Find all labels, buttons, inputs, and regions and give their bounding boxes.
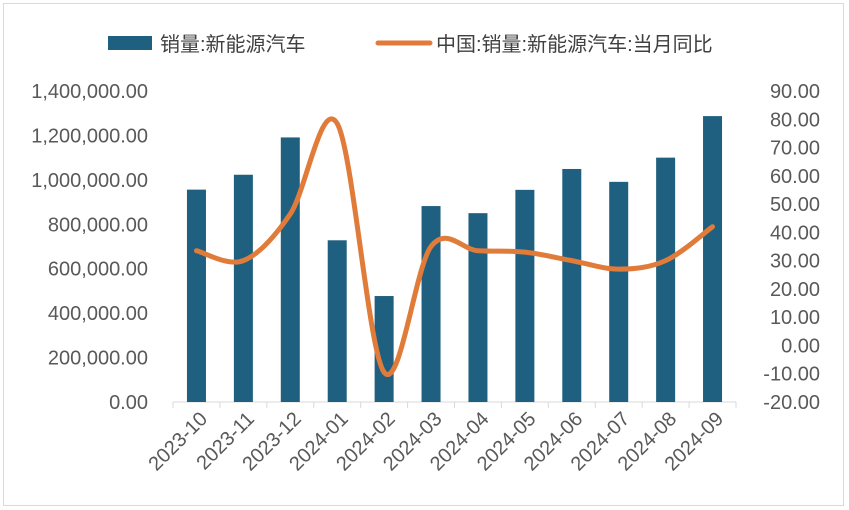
bar bbox=[562, 168, 582, 402]
right-axis-tick-label: 0.00 bbox=[781, 335, 820, 357]
bar bbox=[656, 157, 676, 402]
right-axis-tick-label: 50.00 bbox=[770, 194, 820, 216]
legend-label-bar: 销量:新能源汽车 bbox=[160, 33, 306, 56]
right-axis-tick-label: 10.00 bbox=[770, 307, 820, 329]
plot-area: 0.00 200,000.00 400,000.00 600,000.00 800,00… bbox=[31, 81, 820, 475]
right-axis-tick-label: 30.00 bbox=[770, 251, 820, 273]
left-axis-tick-label: 400,000.00 bbox=[48, 303, 148, 325]
bar bbox=[233, 174, 253, 402]
left-axis-tick-label: 1,400,000.00 bbox=[31, 81, 148, 103]
bar bbox=[186, 189, 206, 402]
right-axis-tick-label: 20.00 bbox=[770, 279, 820, 301]
bar bbox=[421, 206, 441, 402]
bar bbox=[280, 137, 300, 402]
right-axis-tick-label: 90.00 bbox=[770, 81, 820, 103]
legend-swatch-bar bbox=[108, 36, 152, 50]
left-axis-tick-label: 0.00 bbox=[109, 392, 148, 414]
bar bbox=[468, 213, 488, 402]
left-axis-tick-label: 600,000.00 bbox=[48, 259, 148, 281]
right-axis-tick-label: 40.00 bbox=[770, 222, 820, 244]
bar bbox=[327, 240, 347, 402]
legend: 销量:新能源汽车 中国:销量:新能源汽车:当月同比 bbox=[108, 33, 713, 56]
line-series bbox=[193, 116, 716, 378]
right-axis-tick-label: 80.00 bbox=[770, 109, 820, 131]
right-axis-tick-label: 70.00 bbox=[770, 138, 820, 160]
legend-label-line: 中国:销量:新能源汽车:当月同比 bbox=[436, 33, 713, 56]
left-axis-tick-label: 1,000,000.00 bbox=[31, 170, 148, 192]
left-axis-tick-label: 200,000.00 bbox=[48, 348, 148, 370]
right-axis-tick-label: -20.00 bbox=[763, 392, 820, 414]
bar bbox=[609, 181, 629, 402]
left-axis-tick-label: 1,200,000.00 bbox=[31, 125, 148, 147]
right-axis-tick-label: -10.00 bbox=[763, 364, 820, 386]
right-axis-tick-label: 60.00 bbox=[770, 166, 820, 188]
left-axis-tick-label: 800,000.00 bbox=[48, 214, 148, 236]
bar bbox=[515, 189, 535, 402]
bar bbox=[703, 116, 723, 402]
